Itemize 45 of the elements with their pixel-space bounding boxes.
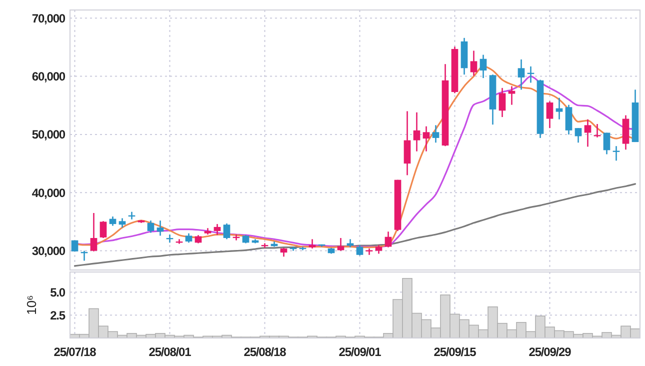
x-tick-label: 25/09/01 xyxy=(338,345,382,359)
candlestick xyxy=(404,110,411,176)
candlestick xyxy=(223,222,230,240)
candlestick xyxy=(546,100,554,129)
candlestick xyxy=(156,220,164,236)
y-tick-label: 60,000 xyxy=(32,70,66,84)
y-axis-title: 10⁶ xyxy=(24,295,39,315)
candlestick xyxy=(508,86,516,106)
x-tick-label: 25/09/29 xyxy=(528,345,572,359)
x-tick-label: 25/09/15 xyxy=(434,345,477,359)
candlestick xyxy=(556,97,563,120)
candlestick xyxy=(518,58,525,90)
candlestick xyxy=(366,248,373,256)
candlestick xyxy=(574,127,582,144)
candlestick xyxy=(384,230,392,248)
candlestick xyxy=(109,216,116,226)
candlestick xyxy=(337,237,344,252)
candlestick xyxy=(100,220,107,239)
candlestick xyxy=(480,54,487,79)
x-tick-label: 25/08/01 xyxy=(148,345,192,359)
y-tick-label: 2.5 xyxy=(50,308,66,322)
candlestick xyxy=(422,126,430,152)
candlestick xyxy=(498,87,506,118)
candlestick xyxy=(565,104,572,136)
candlestick xyxy=(470,50,478,76)
candlestick xyxy=(308,238,316,250)
candlestick xyxy=(90,212,98,252)
line-series xyxy=(74,183,636,267)
candlestick xyxy=(432,124,440,144)
candlestick xyxy=(118,218,126,228)
candlestick xyxy=(214,223,221,236)
candlestick xyxy=(603,132,610,155)
y-tick-label: 30,000 xyxy=(32,244,66,258)
y-tick-label: 40,000 xyxy=(32,186,66,200)
candlestick xyxy=(413,112,420,152)
candlestick xyxy=(185,232,192,244)
candlestick xyxy=(594,123,601,138)
y-tick-label: 5.0 xyxy=(50,285,66,300)
x-tick-label: 25/07/18 xyxy=(54,345,97,359)
candlestick xyxy=(147,220,154,234)
x-tick-label: 25/08/18 xyxy=(244,345,287,359)
candlestick xyxy=(584,118,592,148)
y-tick-label: 70,000 xyxy=(32,11,66,26)
y-tick-label: 50,000 xyxy=(32,128,66,142)
candlestick xyxy=(356,244,364,256)
